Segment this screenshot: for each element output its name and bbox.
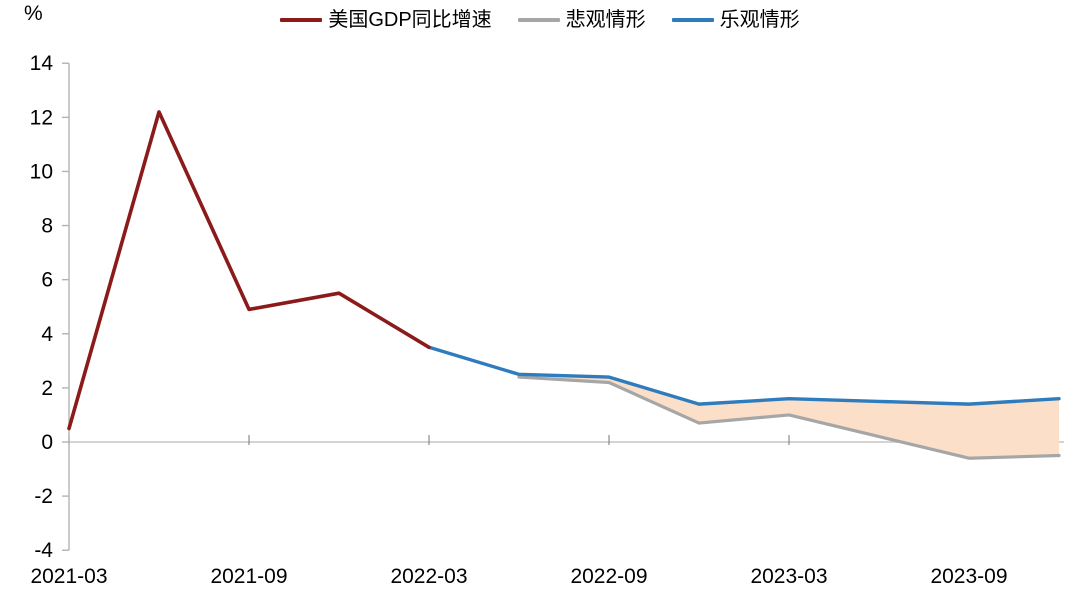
y-tick-label: 12 bbox=[30, 106, 53, 129]
y-tick-label: 2 bbox=[41, 377, 53, 400]
y-tick-label: -2 bbox=[34, 485, 53, 508]
x-tick-label: 2022-03 bbox=[390, 565, 467, 588]
gdp-actual-line bbox=[67, 110, 431, 431]
x-tick-label: 2023-09 bbox=[930, 565, 1007, 588]
y-axis-unit-label: % bbox=[24, 2, 43, 25]
y-tick-label: -4 bbox=[34, 539, 53, 562]
y-tick-label: 10 bbox=[30, 160, 53, 183]
y-tick-label: 4 bbox=[41, 323, 53, 346]
y-tick-label: 14 bbox=[30, 52, 54, 75]
legend-item-optimistic: 乐观情形 bbox=[671, 8, 800, 32]
chart-legend: 美国GDP同比增速 悲观情形 乐观情形 bbox=[0, 8, 1080, 32]
y-tick-label: 8 bbox=[41, 215, 53, 238]
legend-item-pessimistic: 悲观情形 bbox=[517, 8, 646, 32]
x-tick-label: 2021-03 bbox=[30, 565, 107, 588]
optimistic-line-legend-swatch bbox=[671, 18, 714, 22]
x-tick-label: 2023-03 bbox=[750, 565, 827, 588]
pessimistic-line bbox=[517, 375, 1061, 460]
scenario-band bbox=[519, 374, 1059, 459]
pessimistic-line-legend-swatch bbox=[517, 18, 560, 22]
legend-label: 美国GDP同比增速 bbox=[328, 9, 492, 31]
x-tick-label: 2022-09 bbox=[570, 565, 647, 588]
legend-item-us-gdp-yoy: 美国GDP同比增速 bbox=[280, 8, 492, 32]
gdp-line-legend-swatch bbox=[280, 18, 323, 22]
x-tick-label: 2021-09 bbox=[210, 565, 287, 588]
optimistic-line bbox=[427, 345, 1061, 406]
legend-label: 悲观情形 bbox=[565, 9, 646, 31]
y-tick-label: 6 bbox=[41, 269, 53, 292]
y-tick-label: 0 bbox=[41, 431, 53, 454]
legend-label: 乐观情形 bbox=[719, 9, 800, 31]
